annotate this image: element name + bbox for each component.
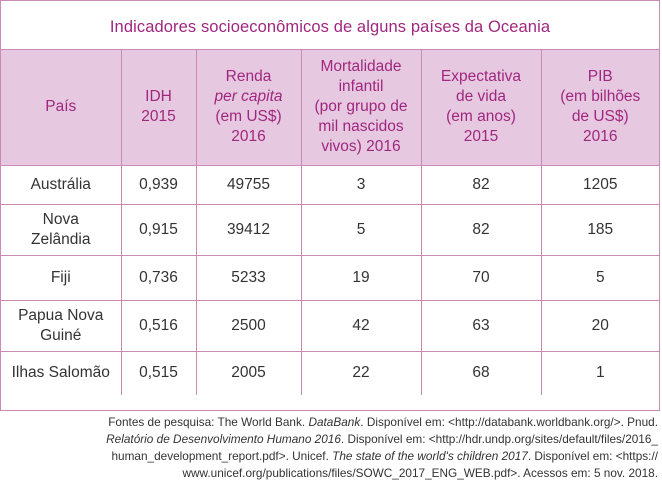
header-mortalidade: Mortalidade infantil (por grupo de mil nasc… (301, 50, 422, 166)
cell-mortalidade: 3 (301, 165, 422, 205)
header-row: País IDH 2015 Renda per capita (em US$) 2016… (1, 50, 659, 166)
data-table: País IDH 2015 Renda per capita (em US$) 2016… (1, 50, 659, 395)
cell-mortalidade: 42 (301, 300, 422, 352)
cell-mortalidade: 22 (301, 351, 422, 395)
sources-line: human_development_report.pdf>. Unicef. T… (111, 449, 658, 463)
cell-pib: 20 (541, 300, 659, 352)
cell-idh: 0,516 (121, 300, 197, 352)
cell-country: Fiji (1, 255, 122, 301)
cell-country: Nova Zelândia (1, 204, 122, 256)
cell-renda: 2005 (196, 351, 302, 395)
cell-country: Ilhas Salomão (1, 351, 122, 395)
table-row: Fiji 0,736 5233 19 70 5 (1, 255, 659, 301)
header-idh: IDH 2015 (121, 50, 197, 166)
header-expectativa: Expectativa de vida (em anos) 2015 (421, 50, 542, 166)
cell-renda: 49755 (196, 165, 302, 205)
cell-pib: 185 (541, 204, 659, 256)
cell-country: Austrália (1, 165, 122, 205)
cell-expectativa: 82 (421, 165, 542, 205)
cell-renda: 2500 (196, 300, 302, 352)
cell-expectativa: 63 (421, 300, 542, 352)
cell-pib: 5 (541, 255, 659, 301)
data-table-box: Indicadores socioeconômicos de alguns pa… (0, 0, 660, 411)
header-renda: Renda per capita (em US$) 2016 (196, 50, 302, 166)
cell-country: Papua Nova Guiné (1, 300, 122, 352)
cell-expectativa: 70 (421, 255, 542, 301)
cell-idh: 0,736 (121, 255, 197, 301)
sources-line: Fontes de pesquisa: The World Bank. Data… (108, 415, 658, 429)
table-row: Nova Zelândia 0,915 39412 5 82 185 (1, 204, 659, 256)
sources-line: Relatório de Desenvolvimento Humano 2016… (106, 432, 658, 446)
cell-renda: 39412 (196, 204, 302, 256)
table-row: Papua Nova Guiné 0,516 2500 42 63 20 (1, 300, 659, 352)
cell-renda: 5233 (196, 255, 302, 301)
table-row: Austrália 0,939 49755 3 82 1205 (1, 165, 659, 205)
cell-mortalidade: 5 (301, 204, 422, 256)
cell-mortalidade: 19 (301, 255, 422, 301)
table-row: Ilhas Salomão 0,515 2005 22 68 1 (1, 351, 659, 395)
sources-line: www.unicef.org/publications/files/SOWC_2… (182, 466, 659, 480)
header-pais: País (1, 50, 122, 166)
cell-idh: 0,939 (121, 165, 197, 205)
cell-expectativa: 82 (421, 204, 542, 256)
table-title: Indicadores socioeconômicos de alguns pa… (1, 1, 659, 50)
cell-idh: 0,515 (121, 351, 197, 395)
cell-idh: 0,915 (121, 204, 197, 256)
header-pib: PIB (em bilhões de US$) 2016 (541, 50, 659, 166)
cell-pib: 1 (595, 364, 605, 382)
cell-pib: 1205 (541, 165, 659, 205)
cell-expectativa: 68 (421, 351, 542, 395)
sources-note: Fontes de pesquisa: The World Bank. Data… (4, 414, 658, 482)
